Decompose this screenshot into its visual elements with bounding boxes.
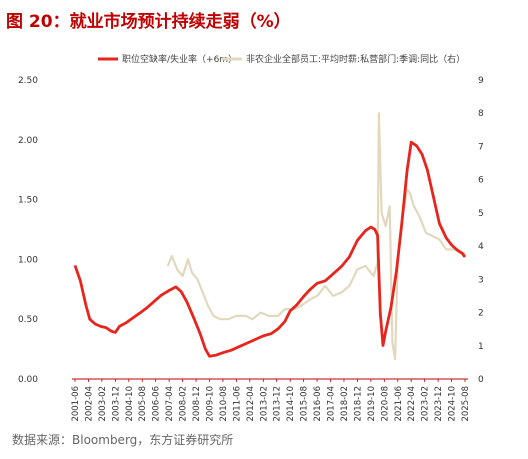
x-tick-label: 2014-10 (286, 386, 296, 422)
y-right-tick-label: 2 (478, 309, 484, 319)
y-left-tick-label: 2.50 (18, 76, 38, 86)
y-right-tick-label: 8 (478, 109, 484, 119)
x-tick-label: 2022-04 (407, 386, 417, 422)
legend-label-hourly-earnings: 非农企业全部员工:平均时薪:私营部门:季调:同比（右） (246, 53, 465, 65)
x-tick-label: 2024-10 (448, 386, 458, 422)
series-line-hourly-earnings (166, 112, 465, 361)
x-tick-label: 2001-06 (71, 386, 81, 422)
y-left-tick-label: 1.50 (18, 196, 38, 206)
page-title: 图 20：就业市场预计持续走弱（%） (6, 12, 291, 32)
x-tick-label: 2009-10 (205, 386, 215, 422)
x-tick-label: 2016-06 (313, 386, 323, 422)
y-left-tick-label: 2.00 (18, 136, 38, 146)
x-tick-label: 2003-02 (98, 386, 108, 422)
x-tick-label: 2021-06 (394, 386, 404, 422)
x-tick-label: 2019-10 (367, 386, 377, 422)
x-tick-label: 2025-08 (461, 386, 471, 422)
y-right-tick-label: 5 (478, 209, 484, 219)
x-tick-label: 2023-12 (434, 386, 444, 422)
x-tick-label: 2013-12 (273, 386, 283, 422)
x-tick-label: 2006-06 (152, 386, 162, 422)
x-tick-label: 2015-08 (300, 386, 310, 422)
y-left-tick-label: 0.00 (18, 375, 38, 385)
x-tick-label: 2023-02 (421, 386, 431, 422)
y-right-tick-label: 7 (478, 142, 484, 152)
y-right-tick-label: 1 (478, 342, 484, 352)
x-tick-label: 2013-02 (259, 386, 269, 422)
x-tick-label: 2007-04 (165, 386, 175, 422)
x-tick-label: 2008-12 (192, 386, 202, 422)
x-tick-label: 2018-02 (340, 386, 350, 422)
y-left-tick-label: 0.50 (18, 315, 38, 325)
x-tick-label: 2011-06 (232, 386, 242, 422)
y-axis-left: 0.00 0.50 1.00 1.50 2.00 2.50 (18, 76, 38, 385)
y-axis-right: 0 1 2 3 4 5 6 7 8 9 (478, 76, 484, 385)
x-tick-label: 2018-12 (353, 386, 363, 422)
y-right-tick-label: 0 (478, 375, 484, 385)
x-tick-label: 2020-08 (380, 386, 390, 422)
series-line-vacancy-ratio (73, 140, 467, 358)
y-right-tick-label: 9 (478, 76, 484, 86)
legend: 职位空缺率/失业率（+6m） 非农企业全部员工:平均时薪:私营部门:季调:同比（… (98, 53, 465, 65)
y-right-tick-label: 3 (478, 275, 484, 285)
x-axis: 2001-06 2002-04 2003-02 2003-12 2004-10 2005-… (71, 379, 471, 422)
plot-area (73, 112, 467, 361)
x-tick-label: 2012-04 (246, 386, 256, 422)
x-tick-label: 2017-04 (327, 386, 337, 422)
x-tick-label: 2002-04 (84, 386, 94, 422)
x-tick-label: 2010-08 (219, 386, 229, 422)
x-tick-label: 2003-12 (111, 386, 121, 422)
y-left-tick-label: 1.00 (18, 255, 38, 265)
x-tick-label: 2008-02 (179, 386, 189, 422)
y-right-tick-label: 4 (478, 242, 484, 252)
x-tick-label: 2005-08 (138, 386, 148, 422)
source-note: 数据来源：Bloomberg，东方证券研究所 (12, 433, 234, 447)
x-tick-label: 2004-10 (125, 386, 135, 422)
chart: 职位空缺率/失业率（+6m） 非农企业全部员工:平均时薪:私营部门:季调:同比（… (18, 53, 484, 422)
legend-label-vacancy-ratio: 职位空缺率/失业率（+6m） (122, 53, 237, 65)
y-right-tick-label: 6 (478, 176, 484, 186)
